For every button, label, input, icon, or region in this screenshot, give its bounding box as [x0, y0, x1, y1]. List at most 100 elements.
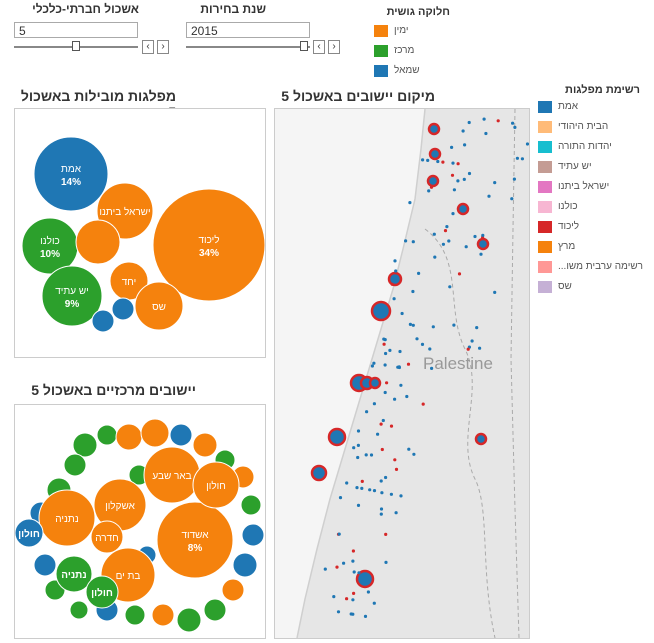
settlement-marker[interactable] [466, 347, 470, 351]
town-bubble-small[interactable] [241, 523, 265, 547]
settlement-marker[interactable] [470, 339, 474, 343]
settlement-marker[interactable] [357, 571, 361, 575]
settlement-marker[interactable] [481, 233, 485, 237]
party-legend-item[interactable]: הבית היהודי [538, 120, 648, 134]
settlement-marker[interactable] [467, 171, 472, 176]
party-bubble[interactable] [111, 297, 135, 321]
town-bubble-small[interactable] [124, 604, 146, 626]
settlement-marker[interactable] [338, 496, 343, 500]
settlement-marker[interactable] [467, 120, 471, 125]
bloc-legend-item[interactable]: מרכז [374, 44, 434, 58]
settlement-marker-major[interactable] [370, 300, 392, 322]
settlement-marker[interactable] [366, 590, 370, 594]
town-bubble[interactable] [14, 518, 44, 548]
settlement-marker[interactable] [493, 290, 497, 294]
settlement-marker[interactable] [389, 492, 393, 496]
bloc-legend-item[interactable]: ימין [374, 24, 434, 38]
settlement-marker[interactable] [356, 455, 360, 460]
settlement-marker[interactable] [351, 598, 355, 602]
settlement-marker[interactable] [379, 507, 384, 511]
settlement-marker[interactable] [399, 383, 403, 387]
settlement-marker[interactable] [415, 337, 419, 341]
socio-next-button[interactable]: › [157, 40, 169, 54]
settlement-marker[interactable] [484, 131, 488, 136]
settlement-marker[interactable] [462, 177, 466, 181]
settlement-marker[interactable] [363, 614, 368, 618]
settlement-marker[interactable] [372, 489, 377, 493]
settlement-marker-major[interactable] [310, 464, 328, 482]
settlement-marker[interactable] [431, 325, 435, 329]
town-bubble-small[interactable] [203, 598, 227, 622]
settlement-marker[interactable] [380, 447, 384, 452]
socio-slider-thumb[interactable] [72, 41, 80, 51]
settlement-marker-major[interactable] [426, 174, 440, 188]
settlement-marker[interactable] [332, 595, 336, 599]
settlement-marker[interactable] [452, 188, 456, 192]
party-bubble[interactable] [134, 281, 184, 331]
party-legend-item[interactable]: ליכוד [538, 220, 648, 234]
party-bubble[interactable] [41, 265, 103, 327]
settlement-marker[interactable] [351, 612, 355, 616]
settlement-marker[interactable] [356, 443, 360, 447]
town-bubble-small[interactable] [232, 552, 258, 578]
settlement-marker[interactable] [478, 346, 482, 350]
settlement-marker[interactable] [383, 390, 387, 395]
settlement-marker[interactable] [420, 342, 425, 346]
settlement-marker[interactable] [417, 271, 421, 275]
settlement-marker[interactable] [456, 179, 460, 183]
settlement-marker[interactable] [384, 532, 388, 536]
settlement-marker[interactable] [383, 363, 387, 367]
town-bubble[interactable] [55, 555, 93, 593]
settlement-marker[interactable] [370, 364, 374, 368]
settlement-marker[interactable] [355, 486, 359, 490]
settlement-marker[interactable] [360, 486, 364, 490]
settlement-marker[interactable] [385, 381, 389, 385]
settlement-marker[interactable] [426, 158, 430, 162]
year-slider-track[interactable] [186, 46, 310, 48]
settlement-marker[interactable] [384, 560, 388, 564]
settlement-marker[interactable] [398, 349, 402, 354]
party-legend-item[interactable]: ישראל ביתנו [538, 180, 648, 194]
settlement-marker[interactable] [372, 402, 376, 406]
settlement-marker[interactable] [461, 129, 465, 133]
settlement-marker[interactable] [372, 601, 376, 605]
settlement-marker[interactable] [441, 242, 445, 246]
settlement-marker-major[interactable] [387, 271, 403, 287]
socio-prev-button[interactable]: ‹ [142, 40, 154, 54]
settlement-marker[interactable] [441, 160, 445, 164]
settlement-marker[interactable] [411, 289, 415, 294]
party-legend-item[interactable]: רשימה ערבית משו... [538, 260, 648, 274]
settlement-marker[interactable] [392, 297, 396, 301]
town-bubble-small[interactable] [151, 603, 175, 627]
settlement-marker[interactable] [421, 402, 425, 406]
settlement-marker[interactable] [394, 511, 398, 515]
settlement-marker[interactable] [352, 591, 356, 595]
settlement-marker-major[interactable] [368, 376, 382, 390]
settlement-marker[interactable] [379, 479, 383, 483]
settlement-marker[interactable] [493, 181, 497, 185]
party-bubble[interactable] [75, 219, 121, 265]
year-slider-thumb[interactable] [299, 41, 308, 51]
town-bubble-small[interactable] [169, 423, 193, 447]
settlement-marker[interactable] [393, 259, 397, 263]
settlement-marker[interactable] [390, 282, 394, 286]
town-bubble[interactable] [90, 520, 124, 554]
settlement-marker[interactable] [380, 491, 384, 495]
settlement-marker[interactable] [411, 323, 415, 327]
settlement-marker[interactable] [408, 322, 412, 326]
year-prev-button[interactable]: ‹ [313, 40, 325, 54]
town-bubble-small[interactable] [33, 553, 57, 577]
settlement-marker[interactable] [479, 252, 483, 256]
settlement-marker[interactable] [430, 366, 434, 370]
settlement-marker[interactable] [351, 549, 355, 553]
settlement-marker[interactable] [399, 494, 403, 498]
settlement-marker[interactable] [405, 394, 409, 399]
settlement-marker[interactable] [388, 348, 392, 352]
settlement-marker[interactable] [335, 565, 339, 569]
settlement-marker[interactable] [510, 197, 514, 201]
settlement-marker[interactable] [432, 232, 436, 236]
settlement-marker[interactable] [364, 453, 368, 457]
settlement-markers[interactable] [310, 117, 530, 619]
town-bubble-small[interactable] [192, 432, 218, 458]
settlement-marker[interactable] [456, 162, 460, 166]
